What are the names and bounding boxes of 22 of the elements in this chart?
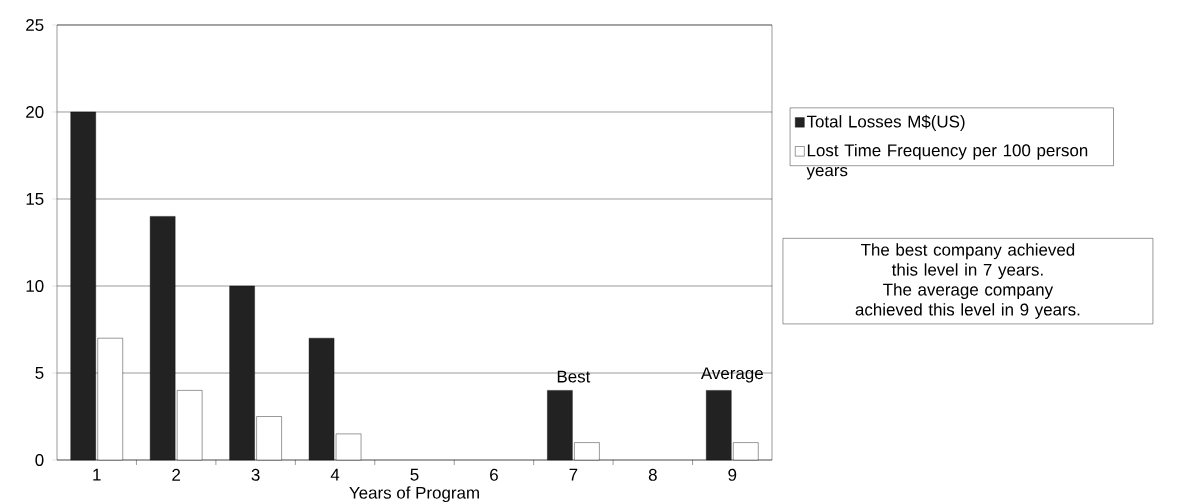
y-tick-label: 15 <box>26 193 44 205</box>
x-tick-label: 8 <box>648 468 657 481</box>
text: The average company achieved this level in 9 years. <box>855 283 1080 319</box>
x-tick-label: 7 <box>569 468 578 481</box>
annotation: Average <box>700 367 763 383</box>
legend-label: Total Losses M$(US) <box>806 114 965 131</box>
text: The best company achieved this level in 7 years. <box>860 243 1075 280</box>
legend-label: Lost Time Frequency per 100 person years <box>806 143 1088 180</box>
x-axis-title: Years of Program <box>349 486 479 503</box>
y-tick-label: 5 <box>35 367 44 379</box>
x-tick-label: 2 <box>172 468 181 481</box>
y-tick-label: 0 <box>35 454 44 466</box>
x-tick-label: 3 <box>251 468 260 481</box>
x-tick-label: 4 <box>330 468 340 481</box>
x-tick-label: 6 <box>490 468 498 481</box>
x-tick-label: 1 <box>93 468 101 481</box>
x-tick-label: 5 <box>410 468 419 481</box>
annotation: Best <box>557 370 591 383</box>
y-tick-label: 25 <box>26 19 44 31</box>
x-tick-label: 9 <box>728 468 737 481</box>
y-tick-label: 10 <box>26 280 44 292</box>
y-tick-label: 20 <box>26 106 44 118</box>
